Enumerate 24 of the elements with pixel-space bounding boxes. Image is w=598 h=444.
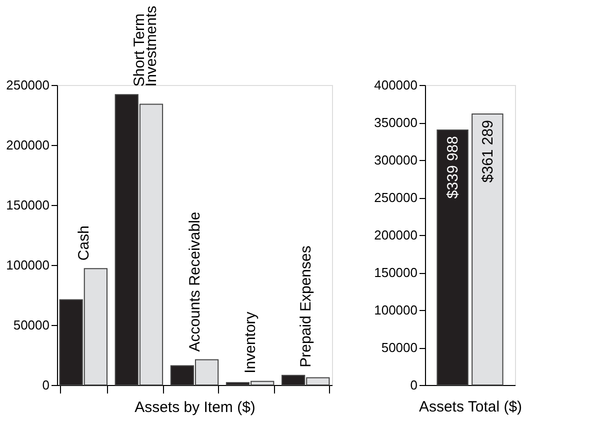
y-tick-label: 200000	[6, 138, 50, 152]
y-tick-label: 250000	[6, 78, 50, 92]
x-tick-label: Cash	[75, 226, 92, 261]
y-tick-label: 250000	[374, 190, 418, 205]
y-tick-label: 300000	[374, 152, 418, 168]
y-tick-label: 150000	[6, 198, 50, 212]
x-axis-title: Assets Total ($)	[418, 398, 522, 416]
data-label: $361 289	[479, 120, 496, 183]
y-tick-label: 0	[42, 378, 50, 392]
x-tick-label: Accounts Receivable	[186, 212, 204, 352]
y-tick-label: 150000	[374, 265, 418, 280]
y-tick-label: 50000	[381, 340, 418, 355]
y-tick-label: 100000	[6, 258, 50, 272]
y-tick-label: 400000	[374, 78, 418, 92]
x-tick-label: Short Term Investments	[130, 6, 160, 87]
y-tick-label: 50000	[13, 318, 50, 332]
x-tick-label: Prepaid Expenses	[298, 246, 315, 368]
x-tick-label: Inventory	[242, 311, 260, 374]
y-tick-label: 100000	[374, 302, 418, 318]
y-tick-label: 350000	[374, 115, 418, 130]
data-label: $339 988	[444, 136, 462, 199]
y-tick-label: 200000	[374, 228, 418, 242]
y-tick-label: 0	[410, 378, 418, 392]
x-axis-title: Assets by Item ($)	[134, 399, 256, 416]
